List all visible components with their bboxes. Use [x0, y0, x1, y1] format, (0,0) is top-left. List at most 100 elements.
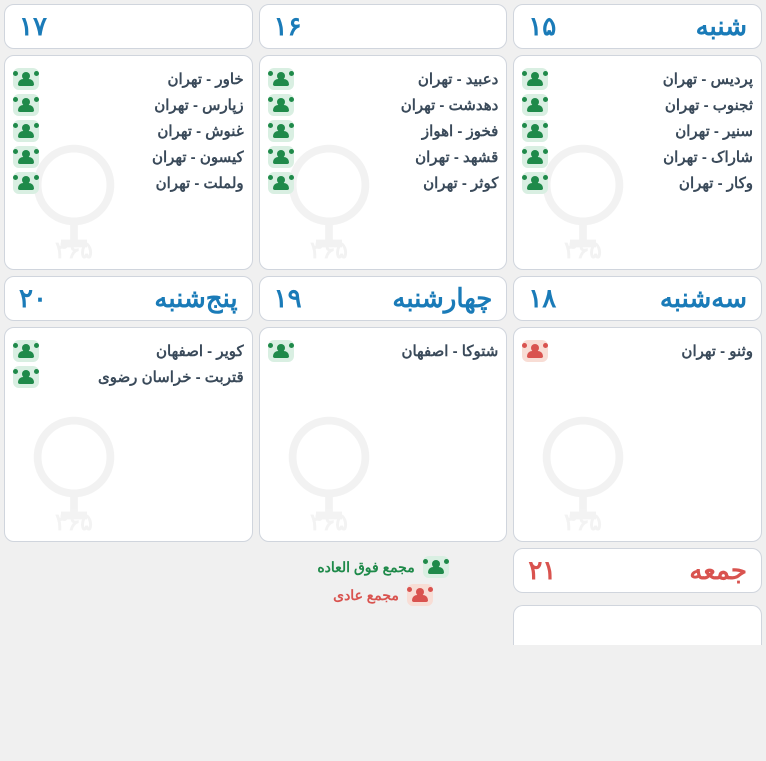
- day-number: ۲۰: [19, 283, 47, 314]
- event-text: فخوز - اهواز: [422, 122, 498, 140]
- event-text: کوثر - تهران: [423, 174, 498, 192]
- empty-cell: [4, 548, 253, 645]
- event-text: شتوکا - اصفهان: [401, 342, 498, 360]
- event-row[interactable]: دعبید - تهران: [268, 66, 499, 92]
- day-body: ۳۶۵ شتوکا - اصفهان: [259, 327, 508, 542]
- day-name: پنج‌شنبه: [154, 283, 237, 314]
- day-body: ۳۶۵ وثنو - تهران: [513, 327, 762, 542]
- event-row[interactable]: شاراک - تهران: [522, 144, 753, 170]
- svg-text:۳۶۵: ۳۶۵: [55, 237, 93, 263]
- day-name: سه‌شنبه: [660, 283, 747, 314]
- day-header[interactable]: جمعه ۲۱: [513, 548, 762, 593]
- day-name: شنبه: [696, 11, 747, 42]
- legend-label: مجمع فوق العاده: [317, 559, 414, 576]
- event-text: قتربت - خراسان رضوی: [98, 368, 244, 386]
- event-row[interactable]: قتربت - خراسان رضوی: [13, 364, 244, 390]
- legend-label: مجمع عادی: [333, 587, 399, 604]
- event-text: زپارس - تهران: [154, 96, 243, 114]
- svg-text:۳۶۵: ۳۶۵: [564, 509, 602, 535]
- event-row[interactable]: دهدشت - تهران: [268, 92, 499, 118]
- day-name: چهارشنبه: [392, 283, 492, 314]
- people-icon: [13, 120, 39, 142]
- event-row[interactable]: پردیس - تهران: [522, 66, 753, 92]
- event-text: دهدشت - تهران: [401, 96, 499, 114]
- event-row[interactable]: وثنو - تهران: [522, 338, 753, 364]
- day-header[interactable]: شنبه ۱۵: [513, 4, 762, 49]
- people-icon: [268, 340, 294, 362]
- day-number: ۱۸: [528, 283, 556, 314]
- event-text: دعبید - تهران: [418, 70, 498, 88]
- people-icon: [13, 146, 39, 168]
- day-number: ۱۹: [274, 283, 302, 314]
- event-text: خاور - تهران: [167, 70, 243, 88]
- event-row[interactable]: ولملت - تهران: [13, 170, 244, 196]
- svg-text:۳۶۵: ۳۶۵: [564, 237, 602, 263]
- event-row[interactable]: سنیر - تهران: [522, 118, 753, 144]
- calendar-row-3: جمعه ۲۱ مجمع فوق العاده مجمع عادی: [4, 548, 762, 645]
- event-text: کویر - اصفهان: [156, 342, 244, 360]
- calendar-row-2: سه‌شنبه ۱۸ ۳۶۵ وثنو - تهران چهارشنبه ۱۹ …: [4, 276, 762, 542]
- people-icon: [13, 340, 39, 362]
- people-icon: [522, 120, 548, 142]
- people-icon: [13, 94, 39, 116]
- day-name: جمعه: [689, 555, 747, 586]
- day-number: ۱۵: [528, 11, 556, 42]
- day-number: ۱۶: [274, 11, 302, 42]
- day-body: ۳۶۵ کویر - اصفهان قتربت - خراسان رضوی: [4, 327, 253, 542]
- event-row[interactable]: زپارس - تهران: [13, 92, 244, 118]
- people-icon: [13, 172, 39, 194]
- legend: مجمع فوق العاده مجمع عادی: [259, 556, 508, 645]
- day-body-partial: [513, 605, 762, 645]
- day-header[interactable]: پنج‌شنبه ۲۰: [4, 276, 253, 321]
- day-header[interactable]: چهارشنبه ۱۹: [259, 276, 508, 321]
- watermark-logo: ۳۶۵: [518, 405, 648, 535]
- event-row[interactable]: قشهد - تهران: [268, 144, 499, 170]
- day-header[interactable]: ۱۷: [4, 4, 253, 49]
- day-header[interactable]: سه‌شنبه ۱۸: [513, 276, 762, 321]
- people-icon: [522, 68, 548, 90]
- day-column: ۱۷ ۳۶۵ خاور - تهران زپارس - تهران غنوش - ت…: [4, 4, 253, 270]
- people-icon: [268, 68, 294, 90]
- event-row[interactable]: کوثر - تهران: [268, 170, 499, 196]
- event-row[interactable]: خاور - تهران: [13, 66, 244, 92]
- watermark-logo: ۳۶۵: [264, 405, 394, 535]
- legend-item-ordinary: مجمع عادی: [333, 584, 433, 606]
- event-row[interactable]: شتوکا - اصفهان: [268, 338, 499, 364]
- day-header[interactable]: ۱۶: [259, 4, 508, 49]
- people-icon: [522, 146, 548, 168]
- event-row[interactable]: کویر - اصفهان: [13, 338, 244, 364]
- day-column: ۱۶ ۳۶۵ دعبید - تهران دهدشت - تهران فخوز - …: [259, 4, 508, 270]
- people-icon: [268, 94, 294, 116]
- watermark-logo: ۳۶۵: [9, 405, 139, 535]
- day-column: پنج‌شنبه ۲۰ ۳۶۵ کویر - اصفهان قتربت - خرا…: [4, 276, 253, 542]
- day-body: ۳۶۵ دعبید - تهران دهدشت - تهران فخوز - اهو…: [259, 55, 508, 270]
- event-text: کیسون - تهران: [152, 148, 244, 166]
- event-text: وثنو - تهران: [681, 342, 753, 360]
- day-column: سه‌شنبه ۱۸ ۳۶۵ وثنو - تهران: [513, 276, 762, 542]
- day-body: ۳۶۵ پردیس - تهران ثجنوب - تهران سنیر - تهر…: [513, 55, 762, 270]
- calendar-row-1: شنبه ۱۵ ۳۶۵ پردیس - تهران ثجنوب - تهران سن…: [4, 4, 762, 270]
- event-text: ولملت - تهران: [156, 174, 244, 192]
- day-number: ۱۷: [19, 11, 47, 42]
- people-icon: [268, 172, 294, 194]
- event-row[interactable]: غنوش - تهران: [13, 118, 244, 144]
- event-row[interactable]: کیسون - تهران: [13, 144, 244, 170]
- event-text: پردیس - تهران: [663, 70, 753, 88]
- event-row[interactable]: ثجنوب - تهران: [522, 92, 753, 118]
- event-row[interactable]: فخوز - اهواز: [268, 118, 499, 144]
- people-icon: [423, 556, 449, 578]
- event-text: شاراک - تهران: [663, 148, 753, 166]
- event-text: سنیر - تهران: [675, 122, 753, 140]
- event-text: قشهد - تهران: [415, 148, 498, 166]
- day-number: ۲۱: [528, 555, 556, 586]
- people-icon: [522, 94, 548, 116]
- day-column: جمعه ۲۱: [513, 548, 762, 645]
- people-icon: [268, 120, 294, 142]
- svg-text:۳۶۵: ۳۶۵: [310, 237, 348, 263]
- event-row[interactable]: وکار - تهران: [522, 170, 753, 196]
- event-text: غنوش - تهران: [157, 122, 243, 140]
- legend-item-extraordinary: مجمع فوق العاده: [317, 556, 448, 578]
- day-body: ۳۶۵ خاور - تهران زپارس - تهران غنوش - تهرا…: [4, 55, 253, 270]
- event-text: ثجنوب - تهران: [665, 96, 753, 114]
- svg-text:۳۶۵: ۳۶۵: [55, 509, 93, 535]
